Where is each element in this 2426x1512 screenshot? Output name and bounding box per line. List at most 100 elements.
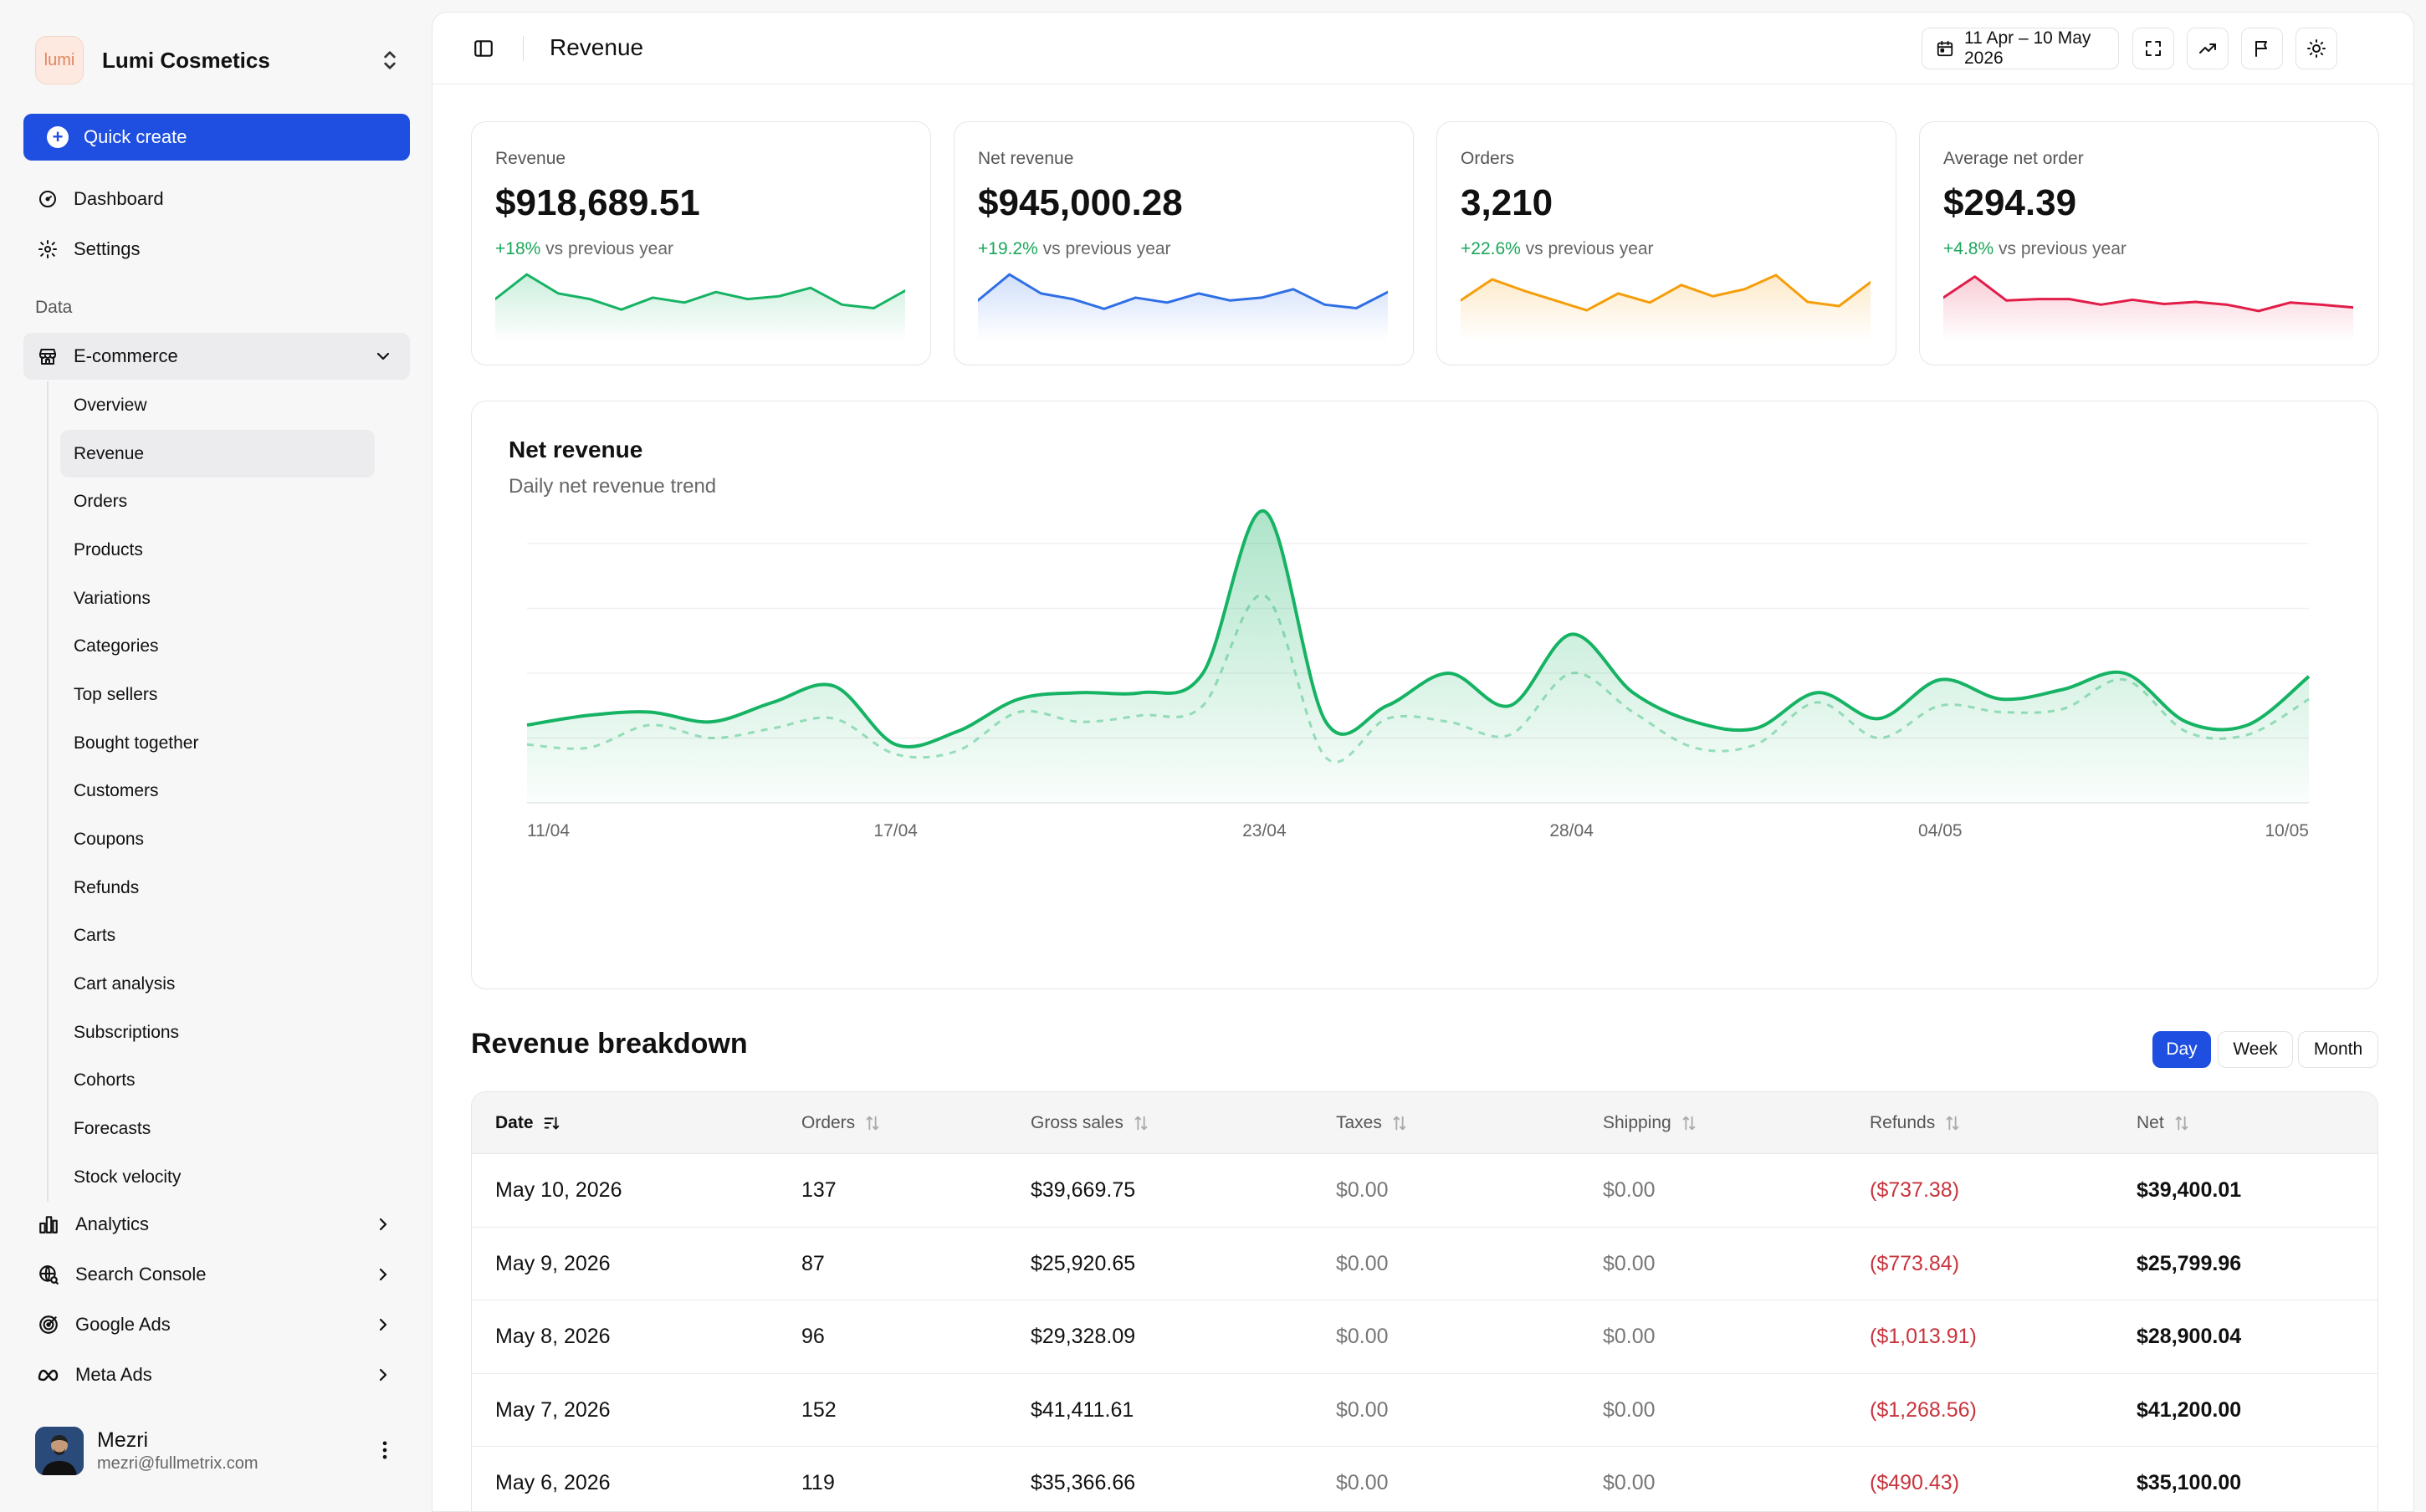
workspace-switcher[interactable]: lumi Lumi Cosmetics <box>35 35 403 85</box>
kpi-sparkline <box>1461 273 1871 341</box>
sidebar-item-bought-together[interactable]: Bought together <box>74 733 199 753</box>
more-vertical-icon[interactable] <box>373 1438 397 1462</box>
kpi-card-average-net-order[interactable]: Average net order $294.39 +4.8% vs previ… <box>1919 121 2379 365</box>
calendar-icon <box>1936 39 1954 58</box>
cell-orders: 96 <box>801 1325 825 1349</box>
x-tick-label: 11/04 <box>527 821 570 840</box>
sparkline-line <box>1461 273 1871 312</box>
sidebar-item-products[interactable]: Products <box>74 539 143 559</box>
table-row[interactable]: May 7, 2026 152 $41,411.61 $0.00 $0.00 (… <box>472 1374 2377 1447</box>
sidebar-group-ecommerce[interactable]: E-commerce <box>23 333 410 380</box>
sparkline-area <box>978 274 1388 341</box>
sidebar-item-variations[interactable]: Variations <box>74 588 151 608</box>
sidebar-item-subscriptions[interactable]: Subscriptions <box>74 1022 180 1042</box>
table-row[interactable]: May 10, 2026 137 $39,669.75 $0.00 $0.00 … <box>472 1154 2377 1228</box>
cell-shipping: $0.00 <box>1603 1251 1656 1275</box>
ecommerce-subnav: Overview Revenue Orders Products Variati… <box>47 381 381 1202</box>
sidebar-item-top-sellers[interactable]: Top sellers <box>74 684 158 704</box>
cell-gross-sales: $29,328.09 <box>1031 1325 1136 1349</box>
sidebar-item-cohorts[interactable]: Cohorts <box>74 1070 136 1091</box>
kpi-change-suffix: vs previous year <box>1042 239 1171 258</box>
sidebar-item-analytics[interactable]: Analytics <box>23 1203 410 1246</box>
kpi-change: +22.6% vs previous year <box>1461 239 1654 259</box>
kpi-sparkline <box>495 273 905 341</box>
sidebar-item-settings[interactable]: Settings <box>23 227 410 271</box>
cell-net: $41,200.00 <box>2137 1397 2242 1422</box>
header-divider <box>523 36 524 61</box>
kpi-card-revenue[interactable]: Revenue $918,689.51 +18% vs previous yea… <box>471 121 931 365</box>
kpi-card-orders[interactable]: Orders 3,210 +22.6% vs previous year <box>1436 121 1896 365</box>
kpi-change: +18% vs previous year <box>495 239 673 259</box>
avatar <box>35 1427 84 1475</box>
sidebar-toggle-icon[interactable] <box>473 38 494 59</box>
cell-shipping: $0.00 <box>1603 1325 1656 1349</box>
column-header-orders[interactable]: Orders <box>801 1092 882 1154</box>
period-day-button[interactable]: Day <box>2152 1031 2211 1068</box>
net-revenue-chart[interactable]: 11/04 17/04 23/04 28/04 04/05 10/05 <box>472 401 2379 990</box>
kpi-change-suffix: vs previous year <box>1525 239 1654 258</box>
sidebar-item-stock-velocity[interactable]: Stock velocity <box>74 1167 182 1187</box>
sidebar-item-meta-ads[interactable]: Meta Ads <box>23 1353 410 1397</box>
sparkline-line <box>978 273 1388 310</box>
x-tick-label: 23/04 <box>1242 821 1287 840</box>
column-header-refunds[interactable]: Refunds <box>1870 1092 1962 1154</box>
column-header-shipping[interactable]: Shipping <box>1603 1092 1698 1154</box>
chevron-down-icon[interactable] <box>373 346 393 366</box>
column-header-gross-sales[interactable]: Gross sales <box>1031 1092 1150 1154</box>
column-header-date[interactable]: Date <box>495 1092 560 1154</box>
kpi-card-net-revenue[interactable]: Net revenue $945,000.28 +19.2% vs previo… <box>954 121 1414 365</box>
kpi-change-suffix: vs previous year <box>1998 239 2127 258</box>
cell-net: $35,100.00 <box>2137 1471 2242 1495</box>
chevron-right-icon <box>379 1268 387 1281</box>
quick-create-button[interactable]: + Quick create <box>23 114 410 161</box>
sidebar-item-customers[interactable]: Customers <box>74 781 159 801</box>
sidebar-item-overview[interactable]: Overview <box>74 395 147 415</box>
sidebar-item-google-ads[interactable]: Google Ads <box>23 1303 410 1346</box>
column-header-taxes[interactable]: Taxes <box>1336 1092 1409 1154</box>
kpi-change-value: +22.6% <box>1461 239 1521 258</box>
sidebar-item-refunds[interactable]: Refunds <box>74 877 140 897</box>
table-row[interactable]: May 9, 2026 87 $25,920.65 $0.00 $0.00 ($… <box>472 1228 2377 1300</box>
sidebar-item-categories[interactable]: Categories <box>74 636 159 656</box>
sidebar-item-label: Google Ads <box>75 1314 171 1335</box>
period-week-button[interactable]: Week <box>2218 1031 2293 1068</box>
sidebar-item-carts[interactable]: Carts <box>74 926 116 946</box>
table-row[interactable]: May 6, 2026 119 $35,366.66 $0.00 $0.00 (… <box>472 1447 2377 1511</box>
sidebar-item-revenue[interactable]: Revenue <box>60 429 375 478</box>
column-header-net[interactable]: Net <box>2137 1092 2191 1154</box>
sidebar-item-dashboard[interactable]: Dashboard <box>23 177 410 221</box>
kpi-change-suffix: vs previous year <box>545 239 674 258</box>
cell-refunds: ($490.43) <box>1870 1471 1960 1495</box>
column-header-label: Taxes <box>1336 1113 1382 1132</box>
cell-refunds: ($737.38) <box>1870 1178 1960 1203</box>
trend-icon <box>2199 43 2216 54</box>
chevron-right-icon <box>379 1318 387 1331</box>
sidebar-item-forecasts[interactable]: Forecasts <box>74 1119 151 1139</box>
sidebar-item-coupons[interactable]: Coupons <box>74 830 145 850</box>
theme-toggle-button[interactable] <box>2295 28 2337 69</box>
sidebar-item-orders[interactable]: Orders <box>74 492 128 512</box>
x-tick-label: 28/04 <box>1549 821 1594 840</box>
sidebar-item-label: Analytics <box>75 1213 150 1234</box>
meta-icon <box>37 1363 60 1387</box>
chevron-up-down-icon[interactable] <box>376 47 403 74</box>
chevron-right-icon <box>379 1368 387 1382</box>
globe-search-icon <box>37 1263 60 1286</box>
user-profile[interactable]: Mezri mezri@fullmetrix.com <box>35 1425 403 1477</box>
date-range-picker[interactable]: 11 Apr – 10 May 2026 <box>1922 28 2119 69</box>
sidebar-item-cart-analysis[interactable]: Cart analysis <box>74 974 176 994</box>
x-tick-label: 04/05 <box>1918 821 1963 840</box>
trend-button[interactable] <box>2187 28 2229 69</box>
sidebar-item-search-console[interactable]: Search Console <box>23 1253 410 1296</box>
sparkline-area <box>1461 275 1871 341</box>
column-header-label: Orders <box>801 1113 856 1132</box>
table-row[interactable]: May 8, 2026 96 $29,328.09 $0.00 $0.00 ($… <box>472 1300 2377 1374</box>
period-month-button[interactable]: Month <box>2298 1031 2378 1068</box>
sparkline-line <box>1943 275 2353 313</box>
flag-button[interactable] <box>2241 28 2283 69</box>
kpi-label: Revenue <box>495 149 566 168</box>
table-header: Date Orders Gross sales Taxes Shipping R… <box>472 1092 2377 1154</box>
fullscreen-button[interactable] <box>2132 28 2174 69</box>
cell-gross-sales: $35,366.66 <box>1031 1471 1136 1495</box>
kpi-change: +4.8% vs previous year <box>1943 239 2127 259</box>
